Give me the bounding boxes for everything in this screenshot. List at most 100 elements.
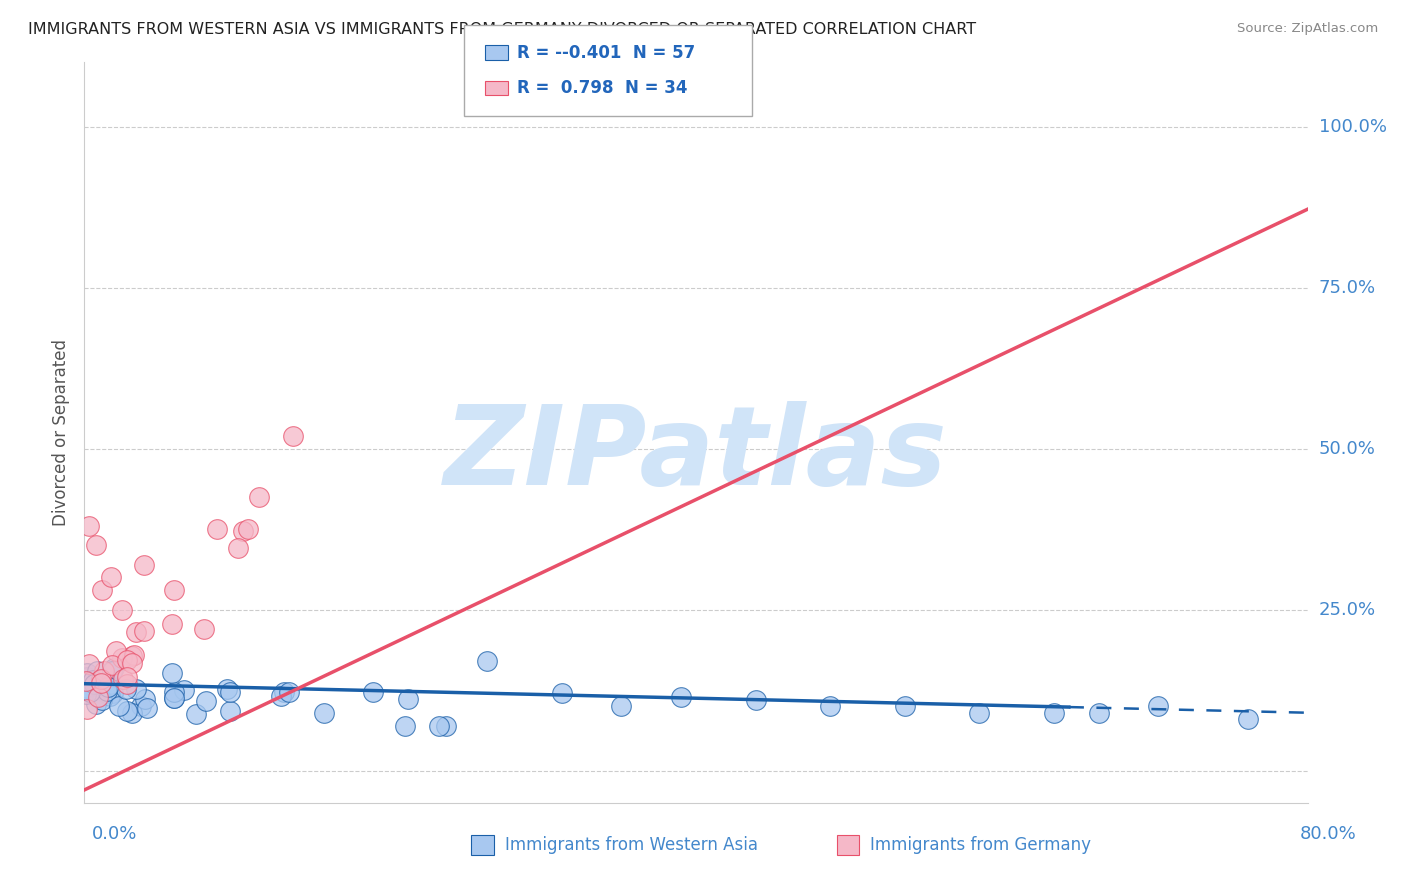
Point [160, 665, 183, 680]
Point [195, 694, 218, 708]
Point [103, 661, 125, 675]
Point [207, 522, 229, 536]
Point [818, 699, 841, 714]
Text: 80.0%: 80.0% [1301, 825, 1357, 843]
Point [219, 704, 242, 718]
Point [273, 685, 295, 699]
Point [134, 624, 156, 638]
Point [125, 624, 148, 639]
Point [105, 644, 128, 658]
Point [163, 583, 186, 598]
Point [86, 664, 108, 678]
Point [84, 697, 107, 711]
Text: ZIPatlas: ZIPatlas [444, 401, 948, 508]
Point [125, 682, 148, 697]
Point [115, 704, 138, 718]
Text: 75.0%: 75.0% [1319, 279, 1376, 297]
Point [93, 664, 115, 678]
Point [90, 672, 112, 686]
Point [163, 690, 186, 705]
Point [1237, 712, 1260, 726]
Point [77, 519, 100, 533]
Point [186, 706, 208, 721]
Point [115, 653, 138, 667]
Point [744, 693, 766, 707]
Point [121, 657, 143, 671]
Point [173, 683, 195, 698]
Point [129, 698, 152, 713]
Point [226, 541, 249, 555]
Point [124, 648, 146, 663]
Text: R =  0.798  N = 34: R = 0.798 N = 34 [517, 79, 688, 97]
Point [894, 699, 917, 714]
Point [79, 685, 101, 699]
Point [107, 699, 129, 714]
Point [232, 524, 254, 539]
Point [91, 693, 114, 707]
Point [160, 617, 183, 632]
Point [82, 673, 104, 687]
Point [1147, 699, 1170, 714]
Point [215, 681, 238, 696]
Point [96, 683, 118, 698]
Point [86, 690, 108, 704]
Point [90, 675, 112, 690]
Point [135, 700, 157, 714]
Point [83, 677, 105, 691]
Point [427, 718, 450, 732]
Point [115, 670, 138, 684]
Text: 0.0%: 0.0% [91, 825, 136, 843]
Point [98, 690, 121, 704]
Point [76, 702, 98, 716]
Text: Immigrants from Western Asia: Immigrants from Western Asia [505, 836, 758, 854]
Point [475, 654, 498, 668]
Point [312, 706, 335, 721]
Point [91, 583, 114, 598]
Point [134, 691, 156, 706]
Point [361, 685, 384, 699]
Point [76, 681, 98, 695]
Text: IMMIGRANTS FROM WESTERN ASIA VS IMMIGRANTS FROM GERMANY DIVORCED OR SEPARATED CO: IMMIGRANTS FROM WESTERN ASIA VS IMMIGRAN… [28, 22, 976, 37]
Point [121, 706, 143, 720]
Point [98, 677, 121, 691]
Point [76, 670, 98, 684]
Text: 25.0%: 25.0% [1319, 600, 1376, 619]
Point [163, 685, 186, 699]
Point [97, 680, 120, 694]
Point [121, 648, 143, 663]
Point [75, 674, 97, 689]
Point [75, 687, 97, 701]
Text: Immigrants from Germany: Immigrants from Germany [870, 836, 1091, 854]
Point [610, 699, 633, 714]
Point [247, 490, 270, 504]
Point [84, 538, 107, 552]
Point [100, 657, 122, 672]
Text: Source: ZipAtlas.com: Source: ZipAtlas.com [1237, 22, 1378, 36]
Point [76, 666, 98, 681]
Point [103, 686, 125, 700]
Point [101, 664, 124, 678]
Text: 100.0%: 100.0% [1319, 118, 1386, 136]
Point [114, 682, 136, 697]
Point [396, 692, 419, 706]
Point [193, 622, 215, 636]
Point [112, 672, 135, 686]
Point [219, 685, 242, 699]
Point [115, 677, 138, 691]
Text: 50.0%: 50.0% [1319, 440, 1375, 458]
Point [1087, 706, 1109, 720]
Point [551, 686, 574, 700]
Point [270, 690, 292, 704]
Point [94, 686, 117, 700]
Point [283, 429, 305, 443]
Point [111, 651, 134, 665]
Point [1043, 706, 1066, 720]
Point [969, 706, 991, 720]
Text: R = --0.401  N = 57: R = --0.401 N = 57 [517, 44, 696, 62]
Point [669, 690, 692, 704]
Point [394, 718, 416, 732]
Point [277, 685, 299, 699]
Point [238, 522, 260, 536]
Point [434, 718, 457, 732]
Y-axis label: Divorced or Separated: Divorced or Separated [52, 339, 70, 526]
